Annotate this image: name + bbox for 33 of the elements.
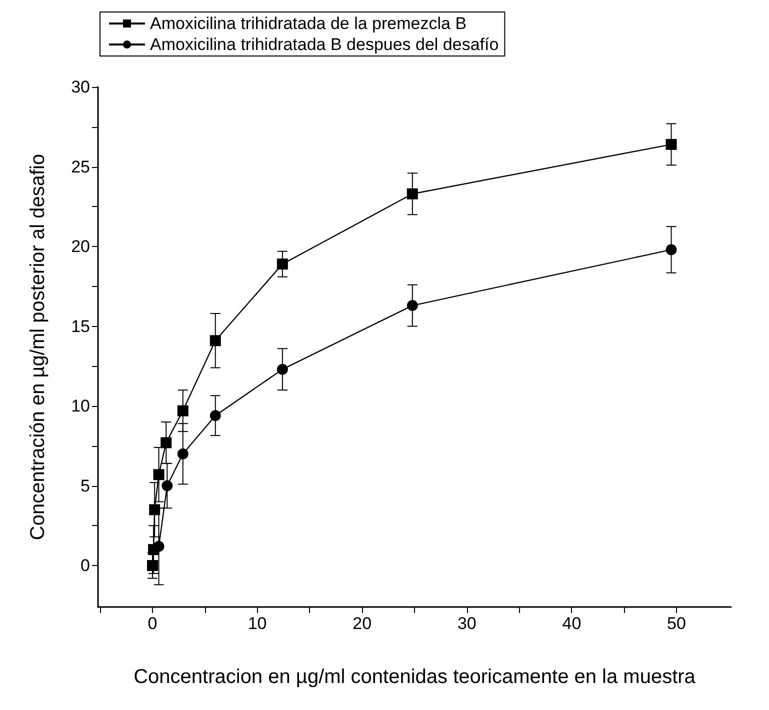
- y-axis-title: Concentración en µg/ml posterior al desafio: [27, 154, 49, 540]
- x-tick-label: 50: [667, 614, 686, 633]
- point: [153, 540, 164, 552]
- x-axis-title: Concentracion en µg/ml contenidas teoricamente en la muestra: [134, 666, 696, 688]
- x-tick-label: 20: [352, 614, 372, 633]
- point: [406, 300, 418, 312]
- point: [160, 437, 172, 448]
- point: [276, 364, 288, 375]
- point: [162, 480, 173, 492]
- y-tick-label: 20: [71, 237, 90, 256]
- x-tick-label: 10: [248, 614, 267, 633]
- point: [276, 258, 288, 270]
- y-tick-label: 5: [80, 476, 90, 496]
- x-tick-label: 0: [148, 614, 158, 633]
- point: [666, 138, 677, 150]
- y-tick-label: 0: [80, 556, 90, 576]
- legend-label: Amoxicilina trihidratada de la premezcla B: [150, 14, 467, 33]
- x-tick-label: 40: [562, 614, 582, 633]
- point: [177, 448, 188, 460]
- point: [153, 469, 164, 480]
- y-tick-label: 30: [71, 78, 90, 96]
- point: [146, 560, 158, 572]
- y-tick-label: 25: [71, 157, 90, 176]
- x-tick-label: 30: [457, 614, 476, 633]
- point: [406, 188, 418, 200]
- point: [177, 405, 188, 416]
- y-tick-label: 10: [71, 396, 90, 416]
- point: [210, 410, 221, 422]
- point: [149, 504, 160, 516]
- y-tick-label: 15: [71, 316, 90, 336]
- point: [210, 335, 221, 346]
- legend-label: Amoxicilina trihidratada B despues del desafío: [150, 35, 499, 54]
- point: [666, 244, 677, 256]
